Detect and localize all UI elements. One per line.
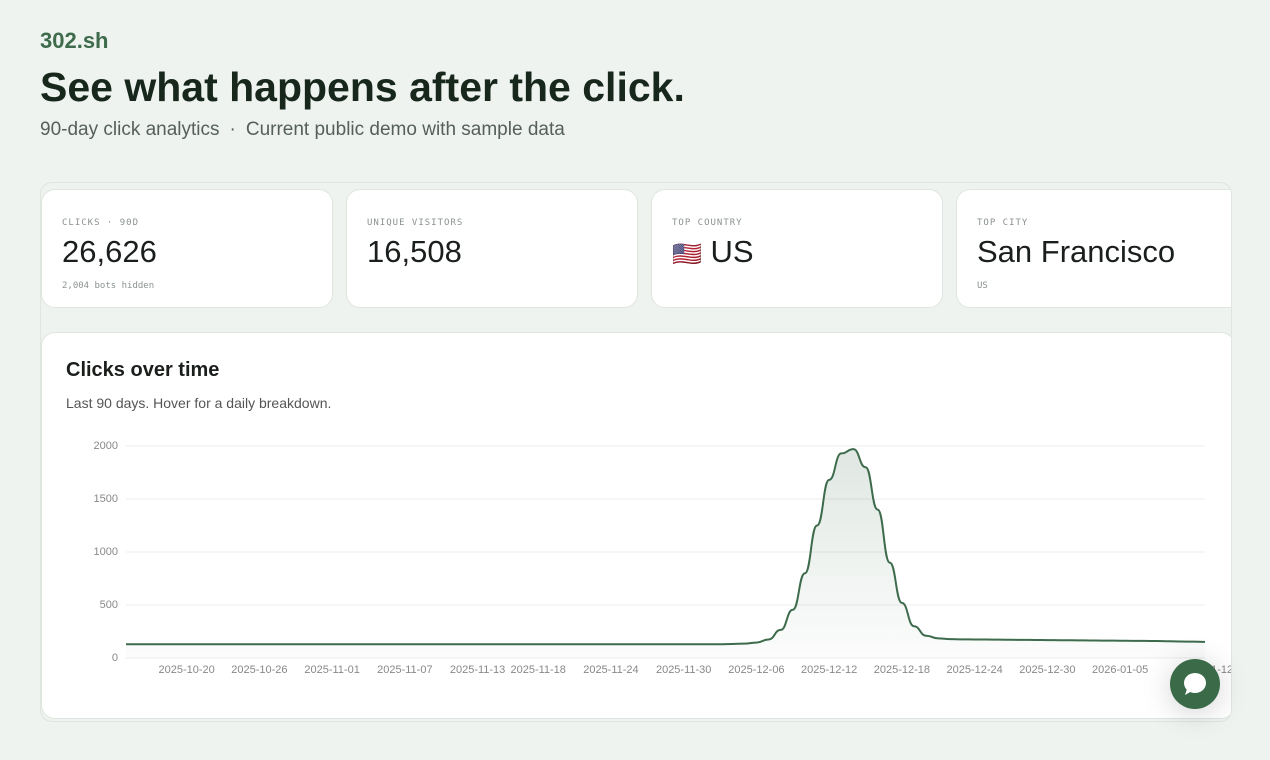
headline: See what happens after the click. (40, 64, 685, 110)
stat-value: 26,626 (62, 234, 157, 269)
brand[interactable]: 302.sh (40, 28, 109, 53)
line (126, 448, 1206, 646)
x-tick-label: 2025-11-30 (656, 664, 711, 676)
x-tick-label: 2025-11-01 (304, 664, 359, 676)
stat-card: CLICKS · 90D 26,626 2,004 bots hidden (41, 189, 333, 308)
x-tick-label: 2025-11-24 (583, 664, 638, 676)
chat-button[interactable] (1170, 659, 1220, 709)
flag: 🇺🇸 (672, 241, 702, 268)
x-tick-label: 2025-12-24 (947, 664, 1003, 676)
chart-card: 0 500 1000 1500 2000 2025-10-20 2025-10-26 2025… (41, 332, 1232, 719)
x-tick-label: 2025-10-26 (231, 664, 287, 676)
x-tick-label: 2025-11-07 (377, 664, 432, 676)
x-tick-label: 2025-12-12 (801, 664, 857, 676)
x-tick-label: 2025-12-18 (874, 664, 930, 676)
stat-label: UNIQUE VISITORS (367, 218, 464, 228)
stat-card: TOP CITY San Francisco US (956, 189, 1231, 308)
stat-label: TOP COUNTRY (672, 218, 743, 228)
stat-value: 🇺🇸 US (672, 234, 754, 270)
x-tick-label: 2025-11-13 (450, 664, 505, 676)
separator: · (229, 119, 236, 140)
country: US (710, 234, 754, 269)
x-tick-label: 2025-12-06 (728, 664, 784, 676)
chart[interactable]: 0 500 1000 1500 2000 2025-10-20 2025-10-26 2025… (42, 333, 1232, 718)
y-tick-label: 0 (112, 652, 118, 664)
y-tick-label: 500 (100, 599, 118, 611)
stat-label: CLICKS · 90D (62, 218, 140, 228)
stat-label: TOP CITY (977, 218, 1029, 228)
area (126, 449, 1205, 658)
chat-icon (1184, 673, 1206, 695)
stat-note: 2,004 bots hidden (62, 281, 155, 291)
stat-note: US (977, 281, 988, 291)
stat-value: San Francisco (977, 234, 1176, 269)
x-tick-label: 2025-11-18 (510, 664, 565, 676)
subtitle: 90-day click analytics · Current public de… (40, 119, 565, 141)
x-tick-label: 2025-10-20 (158, 664, 214, 676)
subtitle-text: 90-day click analytics (40, 119, 220, 140)
stat-card: UNIQUE VISITORS 16,508 (346, 189, 638, 308)
x-tick-label: 2026-01-05 (1092, 664, 1148, 676)
dashboard: CLICKS · 90D 26,626 2,004 bots hidden UN… (40, 182, 1232, 722)
stat-card: TOP COUNTRY 🇺🇸 US (651, 189, 943, 308)
y-tick-label: 1000 (94, 546, 118, 558)
stat-value: 16,508 (367, 234, 462, 269)
chart-title: Clicks over time (66, 359, 220, 381)
y-tick-label: 2000 (94, 440, 118, 452)
chart-subtitle: Last 90 days. Hover for a daily breakdow… (66, 395, 332, 411)
x-tick-label: 2025-12-30 (1019, 664, 1075, 676)
y-tick-label: 1500 (94, 493, 118, 505)
subtitle-note: Current public demo with sample data (245, 119, 565, 140)
